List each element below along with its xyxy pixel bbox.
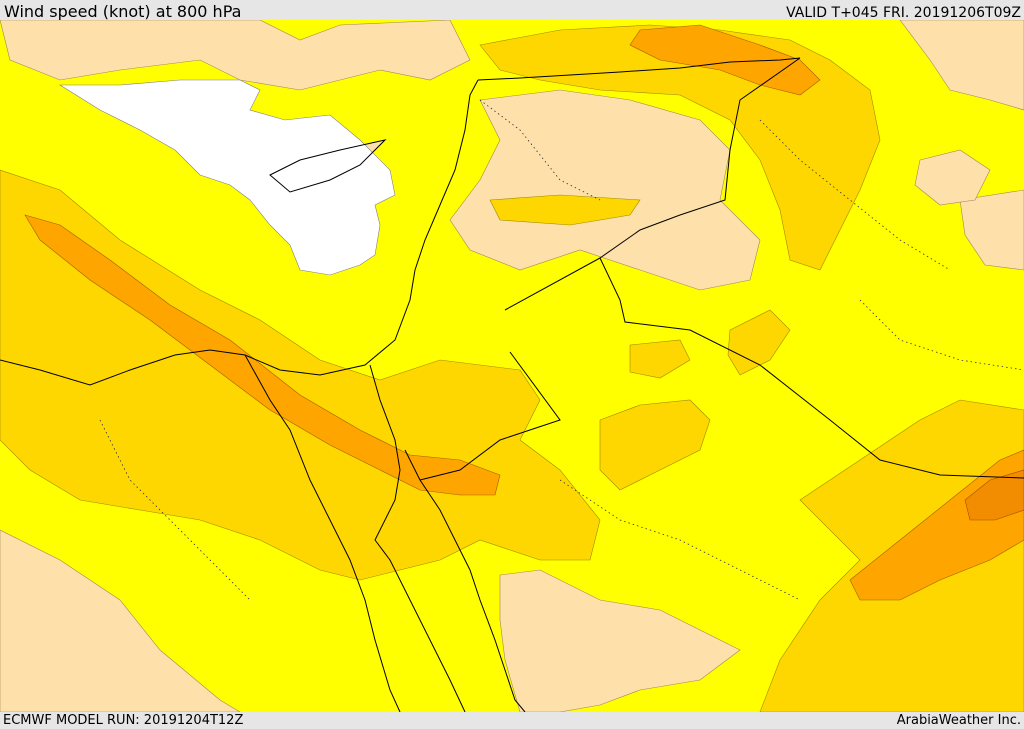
valid-time: VALID T+045 FRI. 20191206T09Z	[786, 5, 1021, 21]
model-run-label: ECMWF MODEL RUN: 20191204T12Z	[3, 713, 244, 728]
zone-calm-med	[58, 79, 396, 276]
zone-light-ne	[899, 20, 1024, 111]
coast-red-sea-west	[369, 364, 466, 712]
coastlines	[0, 57, 1024, 712]
coast-red-sea-east	[404, 449, 526, 712]
boundary-dotted-4	[99, 419, 251, 601]
coast-cyprus	[269, 139, 387, 193]
coast-turkey	[477, 57, 801, 81]
zone-fresh-center	[599, 399, 711, 491]
zone-core-se	[964, 469, 1024, 521]
zone-light-east	[959, 189, 1024, 271]
map-title: Wind speed (knot) at 800 hPa	[4, 2, 242, 21]
zone-fresh-small2	[727, 309, 791, 376]
coast-gulf-of-suez	[244, 354, 401, 712]
zone-fresh-syria-strip	[489, 194, 641, 226]
zone-light-west-egypt	[0, 529, 241, 712]
zone-strong-jet	[24, 214, 501, 496]
coast-north-africa	[0, 79, 479, 386]
credit-label: ArabiaWeather Inc.	[896, 713, 1021, 728]
zone-light-syria	[449, 89, 761, 291]
zone-light-arabia	[499, 569, 741, 712]
footer-bar	[0, 712, 1024, 729]
zone-light-nw	[0, 20, 471, 91]
border-saudi	[419, 351, 561, 481]
zone-light-ne-arabia	[914, 149, 991, 206]
boundary-dotted-1	[479, 99, 601, 201]
header-bar	[0, 0, 1024, 20]
boundary-dotted-5	[859, 299, 1024, 371]
wind-speed-map	[0, 20, 1024, 712]
boundary-dotted-3	[559, 479, 801, 601]
border-iraq	[504, 257, 1024, 479]
internal-boundaries	[99, 99, 1024, 601]
zone-fresh-small1	[629, 339, 691, 379]
border-syria-iraq	[599, 57, 801, 259]
